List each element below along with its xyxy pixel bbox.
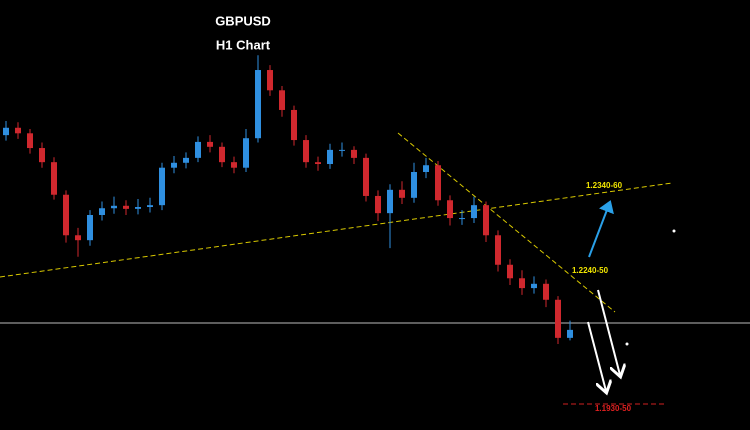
candle-body (27, 133, 33, 149)
chart-title: GBPUSD (215, 13, 271, 28)
candle-body (351, 149, 357, 158)
candle-body (447, 200, 453, 219)
candle-body (147, 205, 153, 208)
up-arrow (588, 200, 614, 258)
dot (625, 342, 629, 346)
candle-body (423, 165, 429, 172)
candle-body (363, 157, 369, 196)
candle-body (399, 189, 405, 198)
price-target-label: 1.2340-60 (586, 181, 623, 190)
dot (672, 229, 676, 233)
candle-body (15, 127, 21, 134)
candle-body (507, 264, 513, 279)
candle-body (135, 207, 141, 209)
candle-body (159, 167, 165, 206)
candle-body (195, 141, 201, 158)
candle-body (183, 157, 189, 163)
candle-body (99, 208, 105, 215)
candle-body (519, 278, 525, 289)
candle-body (39, 148, 45, 163)
support-trendline (0, 182, 673, 278)
candle-body (219, 146, 225, 163)
candle-body (459, 218, 465, 220)
down-arrow (587, 321, 606, 391)
candle-body (555, 299, 561, 338)
candle-body (435, 165, 441, 201)
candle-body (75, 235, 81, 241)
candle-body (123, 205, 129, 209)
candle-body (207, 141, 213, 147)
candle-body (87, 215, 93, 241)
candle-body (111, 205, 117, 209)
candle-body (567, 329, 573, 338)
candle-body (315, 162, 321, 165)
candles (3, 55, 573, 344)
resistance-trendline (397, 132, 616, 313)
candle-body (255, 70, 261, 139)
candle-body (339, 149, 345, 151)
candle-body (531, 283, 537, 289)
candle-body (231, 162, 237, 168)
price-target-label: 1.2240-50 (572, 266, 609, 275)
chart-subtitle: H1 Chart (216, 37, 271, 52)
candle-body (51, 162, 57, 195)
candle-body (267, 70, 273, 91)
candle-body (471, 205, 477, 219)
price-target-label: 1.1930-50 (595, 404, 632, 413)
candle-body (411, 172, 417, 198)
candle-body (3, 127, 9, 136)
candle-body (543, 283, 549, 300)
candle-body (495, 235, 501, 265)
down-arrow (597, 289, 620, 375)
candle-body (63, 194, 69, 236)
candle-body (243, 138, 249, 168)
candle-body (279, 90, 285, 110)
candle-body (483, 205, 489, 236)
candle-body (171, 162, 177, 168)
candle-body (375, 195, 381, 214)
candle-body (327, 149, 333, 165)
candle-body (387, 189, 393, 214)
candle-body (303, 140, 309, 163)
candle-body (291, 109, 297, 141)
